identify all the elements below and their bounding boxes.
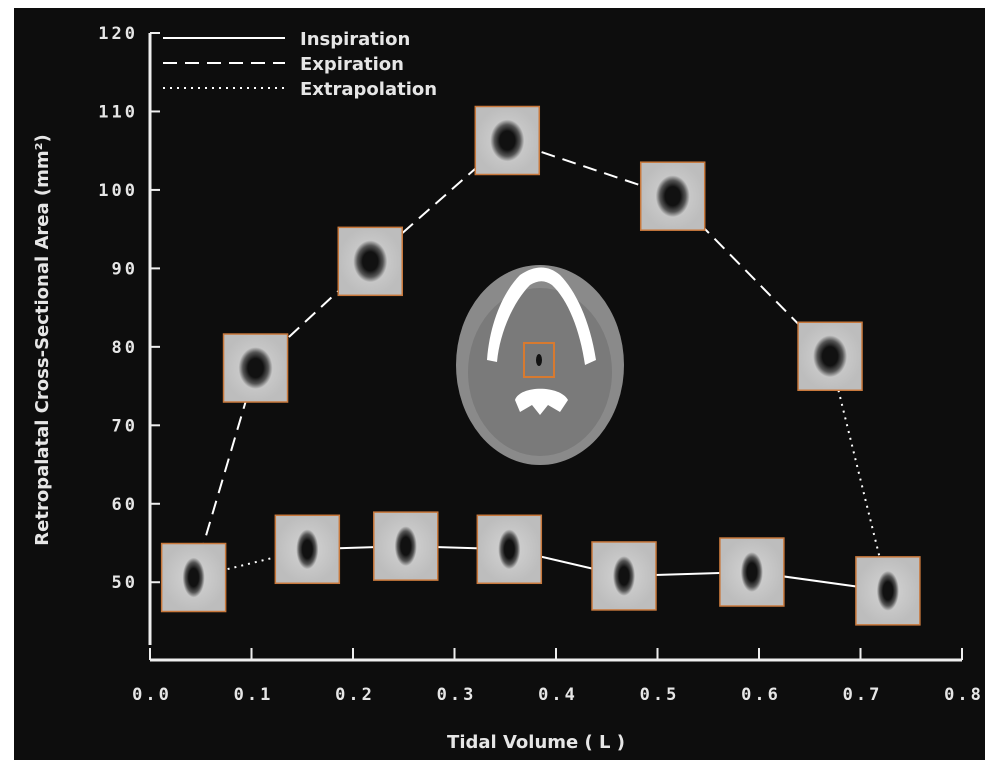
point-image [338, 227, 402, 295]
point-image [856, 557, 920, 625]
y-tick-label: 120 [98, 24, 138, 44]
x-tick-label: 0.5 [640, 685, 680, 705]
point-image [475, 106, 539, 174]
point-image [374, 512, 438, 580]
point-image [275, 515, 339, 583]
x-tick-label: 0.2 [335, 685, 375, 705]
x-tick-label: 0.4 [538, 685, 578, 705]
point-image [224, 334, 288, 402]
y-tick-label: 80 [112, 338, 138, 358]
legend-label: Extrapolation [300, 79, 437, 100]
point-image [720, 538, 784, 606]
y-tick-label: 110 [98, 102, 138, 122]
y-tick-label: 50 [112, 573, 138, 593]
x-tick-label: 0.6 [741, 685, 781, 705]
point-image [798, 322, 862, 390]
point-image [592, 542, 656, 610]
legend-label: Expiration [300, 54, 404, 75]
airway [395, 526, 417, 566]
x-tick-label: 0.0 [132, 685, 172, 705]
airway [498, 529, 520, 569]
airway [490, 119, 524, 161]
y-tick-label: 100 [98, 181, 138, 201]
airway [656, 175, 690, 217]
x-tick-label: 0.3 [437, 685, 477, 705]
airway [239, 347, 273, 389]
airway [353, 240, 387, 282]
y-tick-label: 70 [112, 416, 138, 436]
legend-label: Inspiration [300, 29, 410, 50]
ct-scan [456, 265, 624, 465]
airway [813, 335, 847, 377]
x-axis-label: Tidal Volume ( L ) [447, 732, 625, 753]
airway [183, 558, 205, 598]
airway [296, 529, 318, 569]
point-image [162, 544, 226, 612]
point-image [477, 515, 541, 583]
y-tick-label: 60 [112, 495, 138, 515]
airway [877, 571, 899, 611]
y-tick-label: 90 [112, 259, 138, 279]
point-image [641, 162, 705, 230]
x-tick-label: 0.7 [843, 685, 883, 705]
x-tick-label: 0.1 [234, 685, 274, 705]
airway [613, 556, 635, 596]
chart: Tidal Volume ( L ) Retropalatal Cross-Se… [0, 0, 993, 764]
x-tick-label: 0.8 [944, 685, 984, 705]
airway [741, 552, 763, 592]
y-axis-label: Retropalatal Cross-Sectional Area (mm²) [32, 134, 53, 545]
